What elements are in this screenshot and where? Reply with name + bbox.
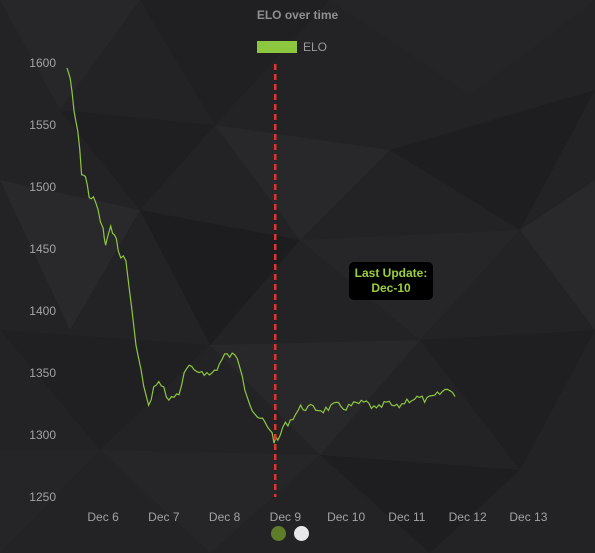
x-tick-label: Dec 11 — [388, 510, 425, 524]
bg-facet — [0, 450, 100, 553]
y-tick-label: 1550 — [29, 118, 56, 132]
bg-facet — [140, 0, 330, 125]
bg-facet — [320, 455, 520, 553]
x-tick-label: Dec 13 — [509, 510, 547, 524]
bg-facet — [420, 330, 595, 470]
bg-facet — [520, 180, 595, 330]
bg-facet — [0, 180, 140, 330]
bg-facet — [390, 90, 595, 230]
y-tick-label: 1400 — [29, 304, 56, 318]
bg-facet — [60, 110, 215, 210]
legend-label: ELO — [303, 40, 328, 54]
y-tick-label: 1600 — [29, 56, 56, 70]
x-tick-label: Dec 9 — [270, 510, 302, 524]
x-tick-label: Dec 6 — [87, 510, 119, 524]
y-tick-label: 1300 — [29, 428, 56, 442]
last-update-tooltip: Last Update: Dec-10 — [349, 262, 433, 300]
bg-facet — [140, 210, 300, 345]
x-tick-label: Dec 10 — [327, 510, 365, 524]
x-tick-label: Dec 7 — [148, 510, 180, 524]
legend[interactable]: ELO — [257, 40, 327, 54]
elo-series-line — [66, 67, 456, 444]
pager — [271, 526, 309, 541]
pager-dot-1[interactable] — [271, 526, 286, 541]
y-tick-label: 1350 — [29, 366, 56, 380]
x-tick-label: Dec 8 — [209, 510, 241, 524]
tooltip-line-1: Last Update: — [354, 266, 428, 280]
bg-facet — [0, 330, 210, 450]
bg-facet — [330, 0, 595, 95]
y-tick-label: 1500 — [29, 180, 56, 194]
x-tick-label: Dec 12 — [449, 510, 487, 524]
pager-dot-2[interactable] — [294, 526, 309, 541]
y-tick-label: 1450 — [29, 242, 56, 256]
bg-facet — [100, 450, 320, 553]
bg-facet — [0, 0, 140, 110]
legend-swatch — [257, 41, 297, 53]
y-tick-label: 1250 — [29, 490, 56, 504]
bg-facet — [215, 125, 390, 240]
bg-facet — [210, 340, 420, 455]
tooltip-line-2: Dec-10 — [371, 281, 411, 295]
chart-title: ELO over time — [256, 8, 339, 22]
